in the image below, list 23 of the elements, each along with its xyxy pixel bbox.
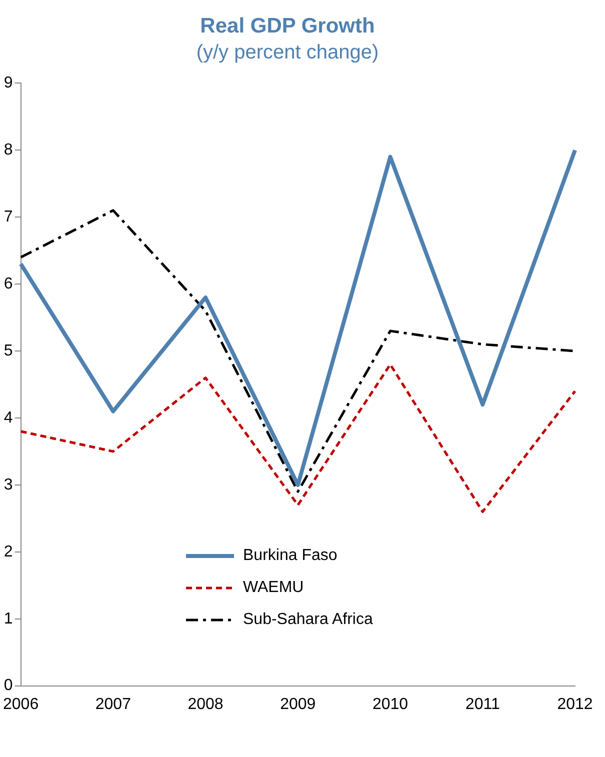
x-tick-label: 2012 [557,696,593,713]
x-tick-label: 2006 [3,696,39,713]
line-series [20,363,576,513]
y-tick-label: 4 [4,409,13,426]
y-tick-label: 8 [4,142,13,159]
x-tick-label: 2009 [280,696,316,713]
x-tick-label: 2008 [188,696,224,713]
x-tick-label: 2011 [465,696,500,713]
y-tick-label: 9 [4,74,13,92]
y-tick-label: 0 [4,677,13,694]
y-tick-label: 5 [4,342,13,360]
x-tick-label: 2007 [95,696,132,713]
y-tick-label: 2 [4,543,13,560]
y-tick-label: 7 [4,208,13,226]
y-tick-label: 3 [4,476,13,494]
x-tick-label: 2010 [372,696,408,713]
legend-label: Sub-Sahara Africa [243,611,373,629]
legend-label: Burkina Faso [243,547,338,565]
y-tick-label: 6 [4,275,13,292]
y-tick-label: 1 [4,610,13,628]
chart-title: Real GDP Growth [200,14,375,38]
legend-label: WAEMU [243,579,304,597]
chart-subtitle: (y/y percent change) [196,42,379,64]
